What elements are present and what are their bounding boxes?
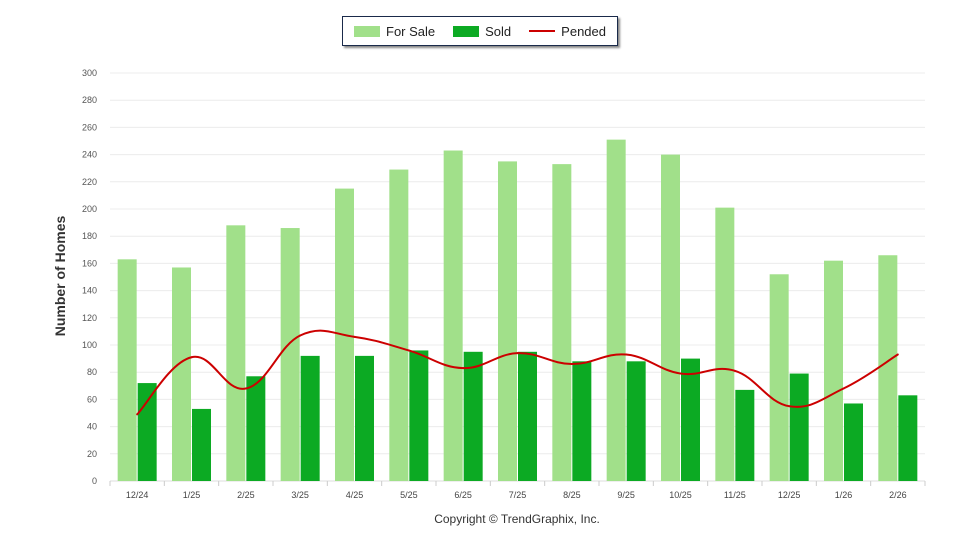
bar-sold (137, 383, 157, 481)
point-pended (896, 353, 899, 356)
bar-for-sale (389, 169, 409, 481)
bar-for-sale (226, 225, 246, 481)
sold-swatch (453, 25, 480, 37)
bar-for-sale (552, 164, 572, 481)
legend-label: Sold (485, 23, 512, 39)
bar-sold (681, 358, 700, 481)
bar-for-sale (824, 260, 843, 481)
for-sale-swatch (354, 25, 380, 37)
bar-sold (518, 351, 537, 481)
x-tick-label: 12/24 (126, 490, 149, 500)
x-tick-label: 2/25 (237, 490, 255, 500)
bar-sold (300, 355, 320, 481)
point-pended (842, 387, 845, 390)
point-pended (407, 349, 410, 352)
legend: For Sale Sold Pended (342, 16, 618, 46)
x-tick-label: 5/25 (400, 490, 418, 500)
point-pended (353, 335, 356, 338)
y-tick-label: 40 (87, 422, 97, 432)
x-tick-label: 10/25 (669, 490, 692, 500)
point-pended (462, 367, 465, 370)
point-pended (190, 356, 193, 359)
legend-label: Pended (561, 23, 606, 39)
bar-sold (844, 403, 863, 481)
x-tick-label: 2/26 (889, 490, 907, 500)
pended-swatch (529, 30, 556, 32)
y-tick-label: 0 (92, 476, 97, 486)
point-pended (625, 353, 628, 356)
x-tick-label: 6/25 (454, 490, 472, 500)
point-pended (244, 387, 247, 390)
x-tick-label: 1/25 (183, 490, 201, 500)
y-tick-label: 220 (82, 177, 97, 187)
bar-sold (409, 350, 429, 481)
x-tick-label: 4/25 (346, 490, 364, 500)
y-tick-label: 20 (87, 449, 97, 459)
y-tick-label: 260 (82, 122, 97, 132)
bar-for-sale (443, 150, 463, 481)
bar-for-sale (606, 139, 626, 481)
legend-item-pended[interactable]: Pended (529, 24, 606, 39)
y-tick-label: 300 (82, 68, 97, 78)
bar-sold (735, 389, 755, 481)
bar-for-sale (117, 259, 137, 481)
x-tick-label: 3/25 (291, 490, 309, 500)
x-tick-label: 12/25 (778, 490, 801, 500)
y-axis-label: Number of Homes (52, 215, 68, 337)
y-tick-label: 120 (82, 313, 97, 323)
bar-for-sale (769, 274, 789, 481)
bar-sold (898, 395, 918, 481)
y-tick-label: 140 (82, 286, 97, 296)
bar-for-sale (498, 161, 517, 481)
y-tick-label: 240 (82, 150, 97, 160)
y-tick-label: 80 (87, 367, 97, 377)
bar-sold (246, 376, 266, 481)
x-tick-label: 11/25 (724, 490, 746, 500)
bar-for-sale (715, 207, 735, 481)
y-tick-label: 160 (82, 258, 97, 268)
x-tick-label: 8/25 (563, 490, 581, 500)
legend-item-for-sale[interactable]: For Sale (354, 24, 435, 39)
y-tick-label: 180 (82, 231, 97, 241)
x-tick-label: 7/25 (509, 490, 527, 500)
point-pended (516, 352, 519, 355)
bar-sold (789, 373, 809, 481)
point-pended (299, 334, 302, 337)
point-pended (570, 363, 573, 366)
x-tick-label: 9/25 (617, 490, 635, 500)
x-tick-label: 1/26 (835, 490, 853, 500)
bar-for-sale (878, 255, 898, 481)
y-tick-label: 100 (82, 340, 97, 350)
bar-sold (626, 361, 646, 481)
legend-label: For Sale (386, 23, 436, 39)
legend-item-sold[interactable]: Sold (453, 24, 511, 39)
bar-sold (355, 355, 374, 481)
point-pended (679, 372, 682, 375)
copyright: Copyright © TrendGraphix, Inc. (434, 512, 600, 526)
bar-for-sale (280, 228, 300, 481)
point-pended (733, 369, 736, 372)
y-tick-label: 60 (87, 394, 97, 404)
bar-for-sale (172, 267, 191, 481)
bar-sold (463, 351, 483, 481)
bar-for-sale (661, 154, 680, 481)
point-pended (788, 405, 791, 408)
point-pended (136, 413, 139, 416)
y-tick-label: 200 (82, 204, 97, 214)
y-tick-label: 280 (82, 95, 97, 105)
bar-sold (192, 408, 211, 481)
bar-sold (572, 361, 592, 481)
